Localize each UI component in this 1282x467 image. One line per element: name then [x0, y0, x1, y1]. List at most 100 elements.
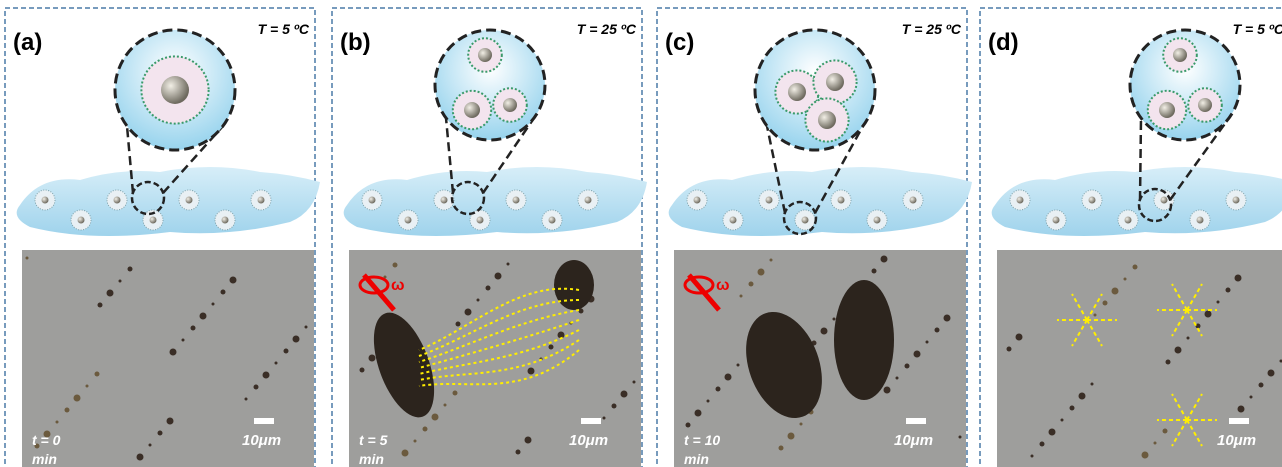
debris [486, 286, 491, 291]
water-layer [669, 167, 972, 236]
debris [1049, 429, 1056, 436]
debris [200, 313, 207, 320]
debris [456, 322, 461, 327]
debris [1112, 288, 1119, 295]
debris [402, 450, 409, 457]
debris [56, 421, 59, 424]
particle-core [42, 197, 49, 204]
debris [453, 391, 458, 396]
debris [1166, 360, 1171, 365]
debris [1226, 288, 1231, 293]
scale-bar [581, 418, 601, 424]
debris [935, 328, 940, 333]
debris [896, 377, 899, 380]
nanoparticle [161, 76, 189, 104]
debris [1124, 278, 1127, 281]
temperature-label: T = 25 ºC [577, 21, 637, 37]
debris [872, 269, 877, 274]
debris [444, 404, 447, 407]
debris [119, 280, 122, 283]
time-label: t = 10 [684, 432, 720, 448]
debris [477, 299, 480, 302]
omega-label: ω [716, 277, 730, 294]
scale-label: 10μm [894, 432, 933, 449]
debris [1235, 275, 1242, 282]
debris [914, 351, 921, 358]
particle-core [186, 197, 193, 204]
particle-core [1089, 197, 1096, 204]
debris [167, 418, 174, 425]
particle-core [150, 217, 157, 224]
debris [549, 345, 554, 350]
scale-bar [906, 418, 926, 424]
debris [800, 423, 803, 426]
time-label: t = 5 [359, 432, 388, 448]
debris [779, 446, 784, 451]
debris [749, 282, 754, 287]
omega-label: ω [391, 277, 405, 294]
debris [191, 326, 196, 331]
particle-core [369, 197, 376, 204]
debris [495, 273, 502, 280]
debris [926, 341, 929, 344]
debris [305, 326, 308, 329]
debris [182, 339, 185, 342]
debris [65, 408, 70, 413]
debris [1238, 406, 1245, 413]
debris [86, 385, 89, 388]
debris [1133, 265, 1138, 270]
scale-label: 10μm [569, 432, 608, 449]
debris [423, 427, 428, 432]
particle-core [585, 197, 592, 204]
particle-core [114, 197, 121, 204]
debris [465, 309, 472, 316]
debris [707, 400, 710, 403]
debris [275, 362, 278, 365]
time-label: t = 0 [32, 432, 61, 448]
debris [360, 368, 365, 373]
debris [740, 295, 743, 298]
scale-bar [254, 418, 274, 424]
debris [833, 318, 836, 321]
temperature-label: T = 5 ºC [258, 21, 310, 37]
scale-label: 10μm [242, 432, 281, 449]
particle-core [766, 197, 773, 204]
nanoparticle [1173, 48, 1187, 62]
nanoparticle [826, 73, 844, 91]
particle-core [1197, 217, 1204, 224]
debris [1217, 301, 1220, 304]
debris [26, 257, 29, 260]
debris [1070, 406, 1075, 411]
debris [284, 349, 289, 354]
panel: 10μmt = 0min(a)T = 5 ºC [5, 8, 320, 467]
debris [212, 303, 215, 306]
debris [1163, 429, 1168, 434]
debris [788, 433, 795, 440]
debris [245, 398, 248, 401]
water-layer [17, 167, 320, 236]
particle-core [1017, 197, 1024, 204]
debris [393, 263, 398, 268]
temperature-label: T = 25 ºC [902, 21, 962, 37]
debris [1268, 370, 1275, 377]
panel-label: (a) [13, 29, 42, 56]
scale-label: 10μm [1217, 432, 1256, 449]
nanoparticle [503, 98, 517, 112]
debris [821, 328, 828, 335]
debris [528, 368, 535, 375]
debris [1007, 347, 1012, 352]
debris [905, 364, 910, 369]
debris [737, 364, 740, 367]
aggregate [834, 280, 894, 400]
debris [716, 387, 721, 392]
nanoparticle [1198, 98, 1212, 112]
debris [1154, 442, 1157, 445]
particle-core [405, 217, 412, 224]
particle-core [838, 197, 845, 204]
debris [516, 450, 521, 455]
time-unit: min [684, 451, 709, 467]
debris [1187, 337, 1190, 340]
particle-core [874, 217, 881, 224]
particle-core [730, 217, 737, 224]
